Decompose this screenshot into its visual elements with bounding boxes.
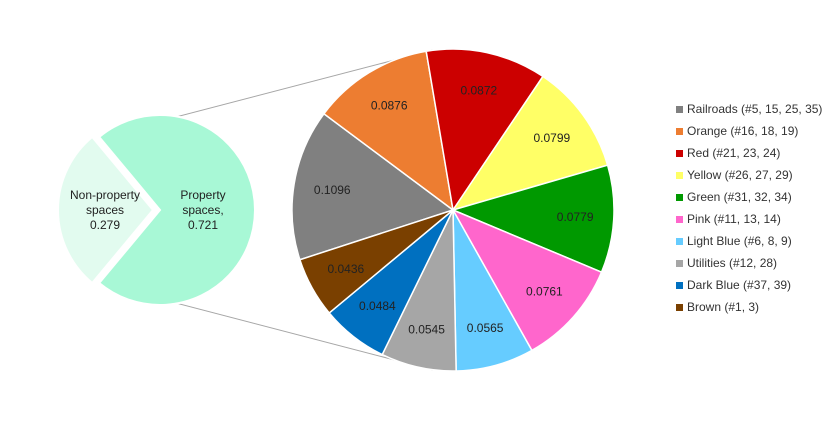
legend-label: Orange (#16, 18, 19) [687, 124, 799, 138]
slice-3 [425, 48, 544, 212]
legend-item-6: Pink (#11, 13, 14) [676, 208, 822, 230]
data-label-6: 0.0761 [526, 284, 563, 298]
legend-label: Dark Blue (#37, 39) [687, 278, 792, 292]
legend-label: Pink (#11, 13, 14) [687, 212, 781, 226]
legend-swatch [676, 149, 683, 157]
data-label-8: 0.0545 [408, 322, 445, 336]
legend-swatch [676, 105, 683, 113]
data-label-1: 0.1096 [314, 183, 351, 197]
legend-swatch [676, 171, 683, 179]
legend-label: Green (#31, 32, 34) [687, 190, 792, 204]
legend-label: Light Blue (#6, 8, 9) [687, 234, 792, 248]
data-label-9: 0.0484 [359, 299, 396, 313]
legend-label: Brown (#1, 3) [687, 300, 760, 314]
legend-item-1: Railroads (#5, 15, 25, 35) [676, 98, 822, 120]
legend-item-2: Orange (#16, 18, 19) [676, 120, 822, 142]
slice-1 [291, 112, 455, 261]
legend-item-3: Red (#21, 23, 24) [676, 142, 822, 164]
legend-label: Red (#21, 23, 24) [687, 146, 781, 160]
data-label-2: 0.0876 [371, 99, 408, 113]
legend-swatch [676, 193, 683, 201]
legend-swatch [676, 215, 683, 223]
legend-label: Utilities (#12, 28) [687, 256, 778, 270]
legend-item-9: Dark Blue (#37, 39) [676, 274, 822, 296]
legend: Railroads (#5, 15, 25, 35) Orange (#16, 1… [676, 98, 822, 318]
slice-5 [450, 164, 615, 274]
data-label-non-property: Non-property spaces 0.279 [70, 188, 140, 232]
legend-label: Railroads (#5, 15, 25, 35) [687, 102, 823, 116]
legend-swatch [676, 281, 683, 289]
slice-4 [451, 75, 609, 212]
legend-item-4: Yellow (#26, 27, 29) [676, 164, 822, 186]
legend-item-10: Brown (#1, 3) [676, 296, 822, 318]
data-label-5: 0.0779 [557, 210, 594, 224]
legend-label: Yellow (#26, 27, 29) [687, 168, 793, 182]
data-label-4: 0.0799 [533, 131, 570, 145]
legend-swatch [676, 127, 683, 135]
data-label-7: 0.0565 [467, 321, 504, 335]
legend-swatch [676, 303, 683, 311]
data-label-10: 0.0436 [328, 262, 365, 276]
slice-6 [451, 208, 603, 352]
legend-swatch [676, 237, 683, 245]
data-label-property: Property spaces, 0.721 [180, 188, 225, 232]
slice-10 [298, 209, 454, 315]
slice-2 [322, 50, 455, 212]
slice-property [97, 114, 256, 306]
legend-item-7: Light Blue (#6, 8, 9) [676, 230, 822, 252]
legend-item-5: Green (#31, 32, 34) [676, 186, 822, 208]
data-label-3: 0.0872 [460, 83, 497, 97]
legend-item-8: Utilities (#12, 28) [676, 252, 822, 274]
slice-non-property [57, 135, 155, 285]
legend-swatch [676, 259, 683, 267]
